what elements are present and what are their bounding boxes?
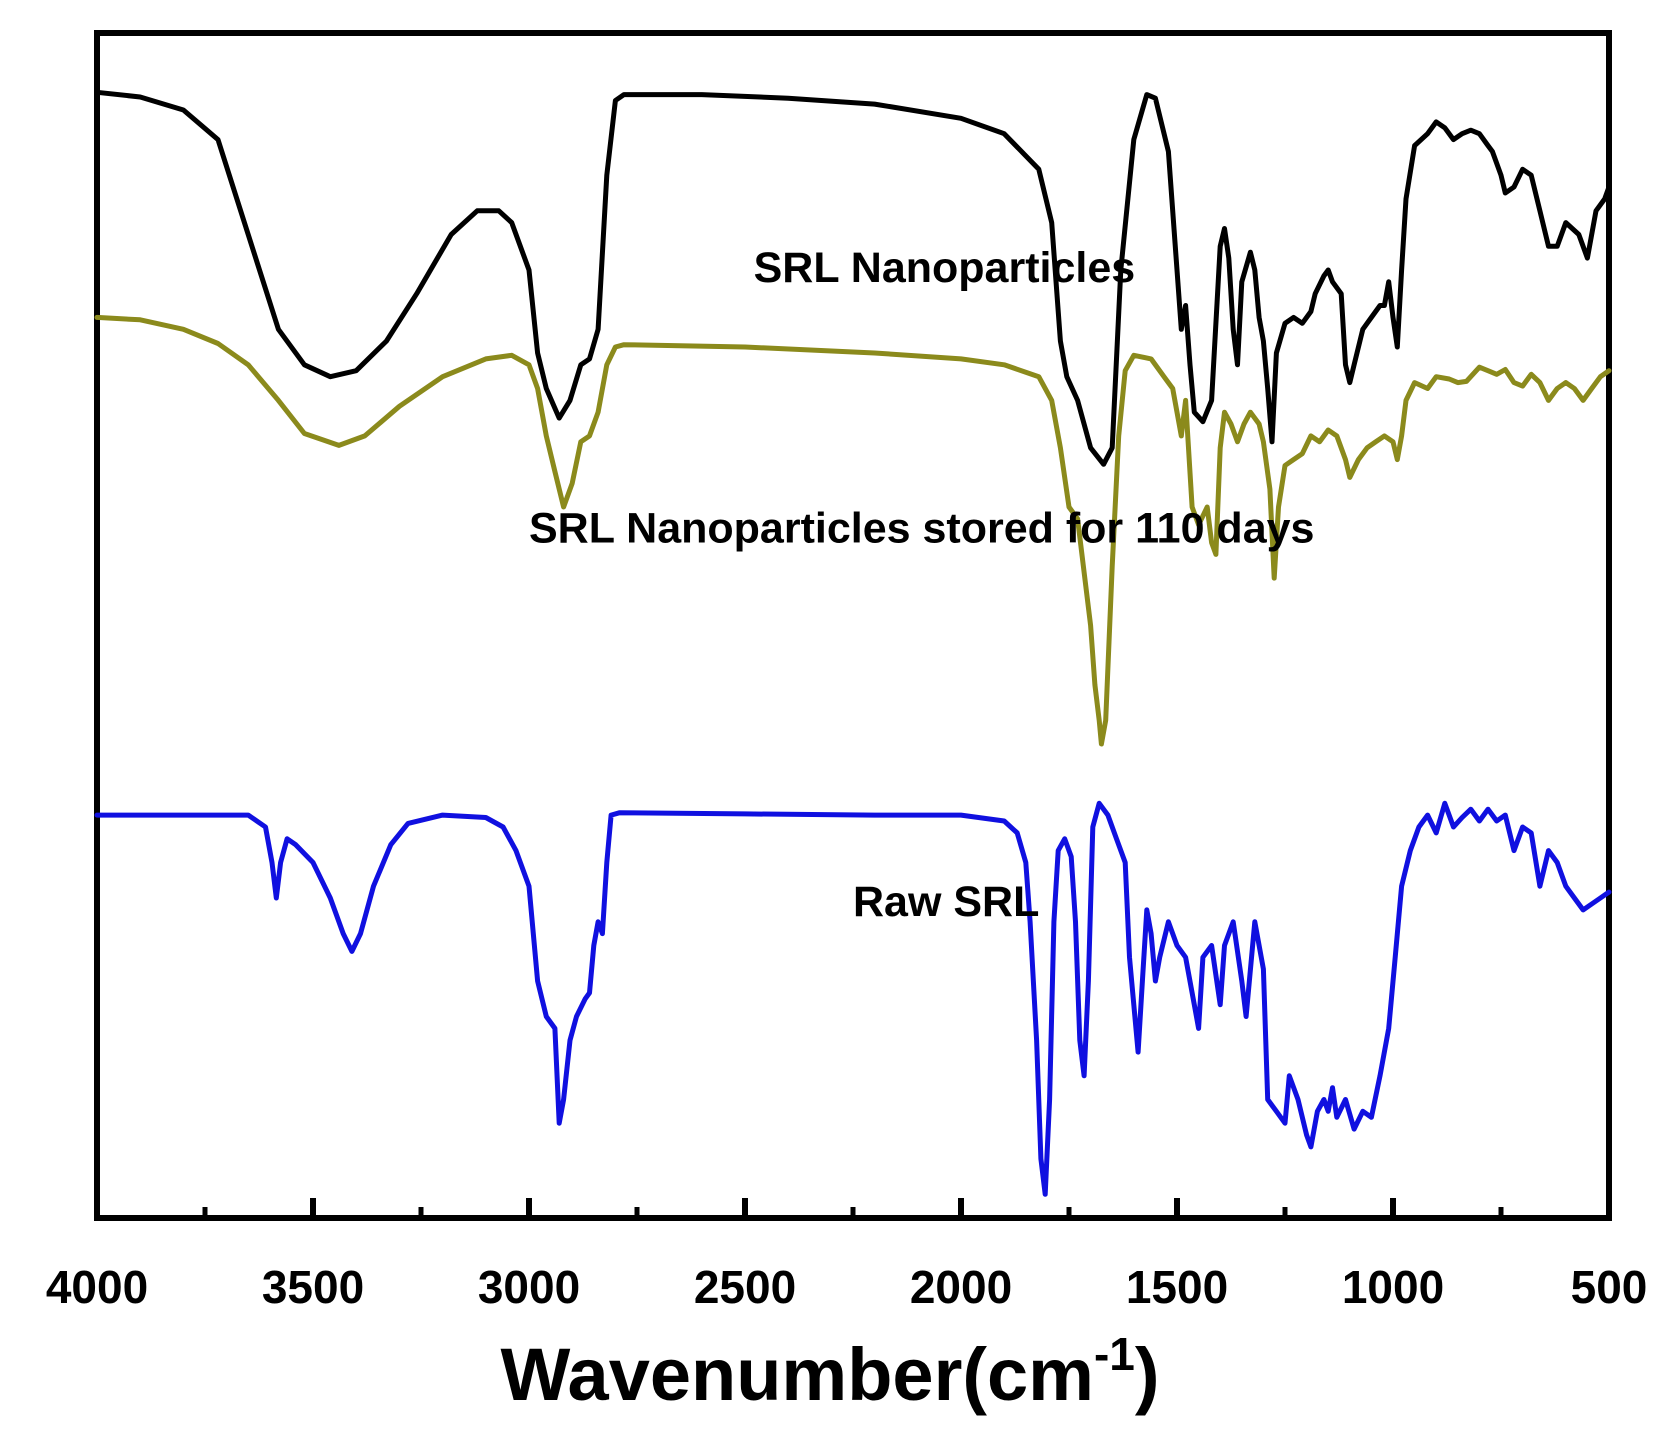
- series-line-3: [94, 800, 1612, 1197]
- x-tick-label: 1000: [1342, 1261, 1444, 1313]
- x-tick-label: 3000: [478, 1261, 580, 1313]
- series-label-3: Raw SRL: [853, 878, 1039, 926]
- series-label-2: SRL Nanoparticles stored for 110 days: [529, 505, 1314, 553]
- series-labels: SRL Nanoparticles SRL Nanoparticles store…: [529, 244, 1314, 926]
- series-line-1: [94, 89, 1612, 467]
- x-tick-label: 500: [1571, 1261, 1648, 1313]
- series-lines: [94, 89, 1612, 1197]
- plot-frame: [94, 30, 1612, 1221]
- x-tick-label: 2500: [694, 1261, 796, 1313]
- x-axis-ticks: 4000 3500 3000 2500 2000 1500 1000 500: [46, 1198, 1648, 1313]
- x-axis-title: Wavenumber(cm-1): [500, 1328, 1159, 1416]
- x-tick-label: 2000: [910, 1261, 1012, 1313]
- x-tick-label: 4000: [46, 1261, 148, 1313]
- plot-area: [94, 30, 1612, 1221]
- series-line-2: [94, 314, 1612, 747]
- series-label-1: SRL Nanoparticles: [754, 244, 1136, 292]
- x-tick-label: 1500: [1126, 1261, 1228, 1313]
- x-tick-label: 3500: [262, 1261, 364, 1313]
